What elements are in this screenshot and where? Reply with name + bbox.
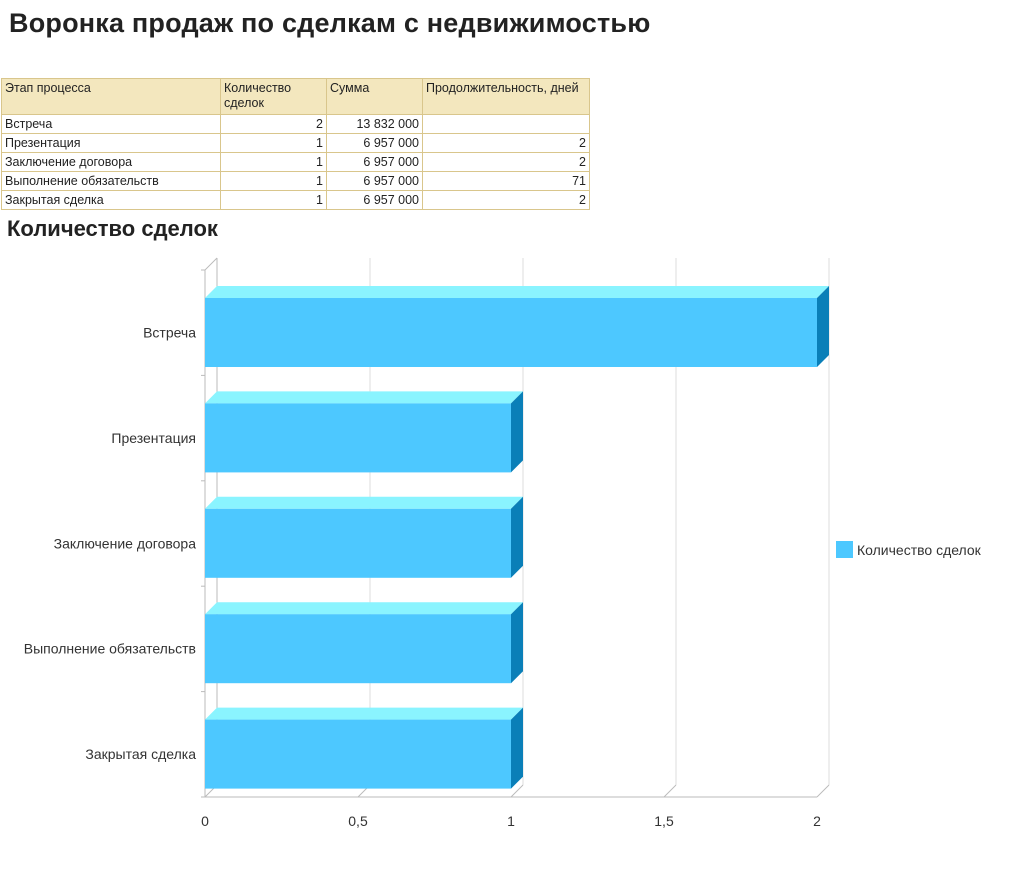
bar-top [205,707,523,720]
cell-sum: 6 957 000 [326,171,423,191]
cell-sum: 13 832 000 [326,114,423,134]
table-row[interactable]: Презентация 1 6 957 000 2 [1,133,590,153]
bar-top [205,286,829,298]
bar-top [205,602,523,615]
bar-side [511,496,523,578]
cell-stage: Заключение договора [1,152,221,172]
cell-sum: 6 957 000 [326,190,423,210]
chart-title: Количество сделок [7,216,218,241]
x-tick-label: 2 [813,813,821,829]
table-row[interactable]: Выполнение обязательств 1 6 957 000 71 [1,171,590,191]
table-row[interactable]: Встреча 2 13 832 000 [1,114,590,134]
cell-count: 1 [220,152,327,172]
table-row[interactable]: Закрытая сделка 1 6 957 000 2 [1,190,590,210]
bar [205,508,511,578]
y-tick-label: Закрытая сделка [85,746,196,762]
bar-side [511,391,523,473]
table-header-row: Этап процесса Количество сделок Сумма Пр… [1,78,590,115]
cell-duration: 2 [422,152,590,172]
cell-duration: 2 [422,190,590,210]
cell-count: 1 [220,133,327,153]
cell-count: 1 [220,190,327,210]
floor-line [510,784,524,798]
bar-chart: Встреча Презентация Заключение договора Вып… [24,257,830,829]
x-tick-label: 1,5 [654,813,674,829]
cell-duration: 2 [422,133,590,153]
bar [205,403,511,473]
chart-legend[interactable]: Количество сделок [836,541,981,558]
floor-line [816,784,830,798]
column-header-stage[interactable]: Этап процесса [1,78,221,115]
cell-duration: 71 [422,171,590,191]
legend-swatch [836,541,853,558]
wall-edge [204,257,218,271]
y-tick-label: Встреча [143,325,196,341]
cell-stage: Встреча [1,114,221,134]
funnel-table: Этап процесса Количество сделок Сумма Пр… [1,78,590,210]
column-header-count[interactable]: Количество сделок [220,78,327,115]
bar-side [511,707,523,789]
bar [205,719,511,789]
bar [205,614,511,684]
bar-side [511,602,523,684]
x-tick-label: 1 [507,813,515,829]
column-header-sum[interactable]: Сумма [326,78,423,115]
bar-top [205,496,523,509]
legend-label: Количество сделок [857,541,981,558]
x-tick-label: 0 [201,813,209,829]
cell-sum: 6 957 000 [326,133,423,153]
table-row[interactable]: Заключение договора 1 6 957 000 2 [1,152,590,172]
y-tick-label: Выполнение обязательств [24,641,196,657]
cell-sum: 6 957 000 [326,152,423,172]
bar-top [205,391,523,404]
bar-side [817,286,829,367]
cell-stage: Выполнение обязательств [1,171,221,191]
cell-count: 1 [220,171,327,191]
cell-duration [422,114,590,134]
x-tick-label: 0,5 [348,813,368,829]
cell-stage: Закрытая сделка [1,190,221,210]
column-header-duration[interactable]: Продолжительность, дней [422,78,590,115]
floor-line [663,784,677,798]
y-tick-label: Презентация [111,430,196,446]
page-title: Воронка продаж по сделкам с недвижимость… [9,8,651,38]
y-tick-label: Заключение договора [54,535,197,551]
cell-count: 2 [220,114,327,134]
cell-stage: Презентация [1,133,221,153]
bar [205,298,817,367]
